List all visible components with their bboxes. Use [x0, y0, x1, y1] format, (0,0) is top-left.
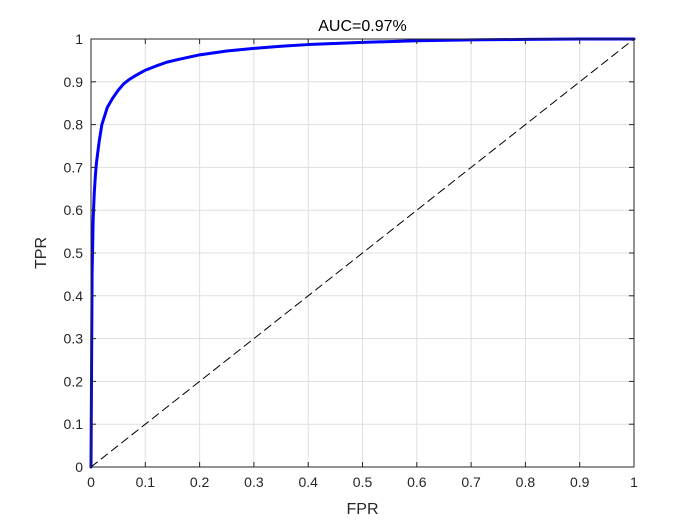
x-tick-label: 0.8 [516, 474, 536, 490]
x-tick-label: 0.4 [298, 474, 318, 490]
chance-diagonal-line [90, 38, 635, 468]
x-tick-label: 0.7 [461, 474, 481, 490]
y-tick-label: 0.3 [64, 331, 84, 347]
y-tick-label: 0.4 [64, 288, 84, 304]
y-tick-label: 0.1 [64, 416, 84, 432]
ticks-layer: 0 0.1 0.2 0.3 0.4 0.5 0.6 0.7 0.8 0.9 1 0 0.1 0.2 0.3 0… [64, 31, 639, 490]
y-tick-label: 0.2 [64, 373, 84, 389]
y-tick-label: 1 [75, 31, 83, 47]
y-tick-label: 0.9 [64, 74, 84, 90]
chart-title: AUC=0.97% [318, 18, 407, 35]
x-tick-label: 0 [87, 474, 95, 490]
x-tick-label: 1 [630, 474, 638, 490]
y-tick-label: 0.8 [64, 117, 84, 133]
y-axis-label: TPR [33, 237, 50, 269]
x-tick-label: 0.2 [190, 474, 210, 490]
y-tick-label: 0.5 [64, 245, 84, 261]
x-tick-label: 0.6 [407, 474, 427, 490]
series-layer [89, 37, 636, 469]
x-tick-label: 0.9 [570, 474, 590, 490]
y-tick-label: 0.6 [64, 202, 84, 218]
x-tick-label: 0.3 [244, 474, 264, 490]
x-axis-label: FPR [347, 501, 379, 518]
x-tick-label: 0.1 [136, 474, 156, 490]
y-tick-label: 0.7 [64, 159, 84, 175]
y-tick-label: 0 [75, 459, 83, 475]
roc-curve [89, 37, 636, 469]
x-tick-label: 0.5 [353, 474, 373, 490]
